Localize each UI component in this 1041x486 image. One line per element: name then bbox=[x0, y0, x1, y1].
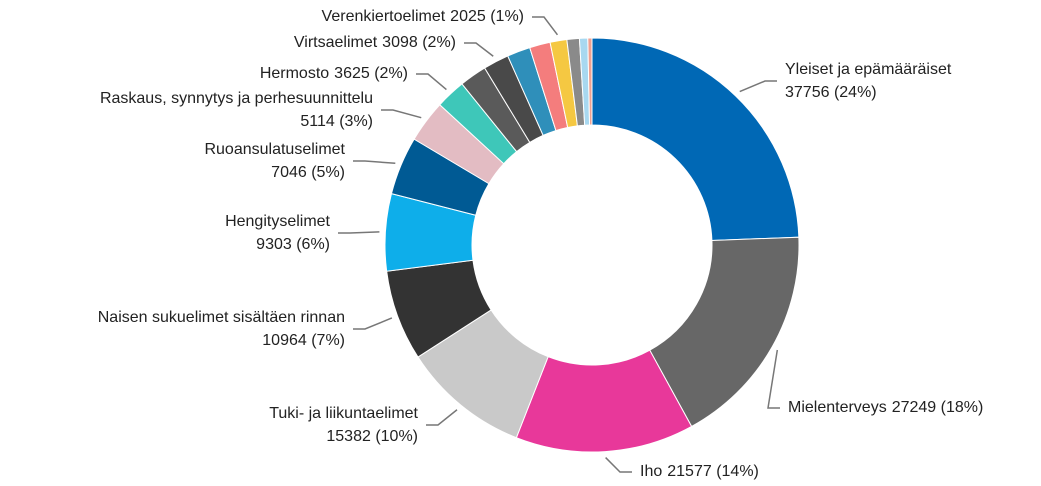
segment-value-label: 15382 (10%) bbox=[326, 428, 418, 445]
leader-line bbox=[353, 160, 396, 165]
segment-value-label: 37756 (24%) bbox=[785, 84, 877, 101]
segment-label: Naisen sukuelimet sisältäen rinnan bbox=[98, 309, 345, 326]
segment-value-label: 5114 (3%) bbox=[300, 113, 373, 130]
segment-value-label: 7046 (5%) bbox=[271, 164, 345, 181]
leader-line bbox=[426, 409, 458, 426]
segment-label: Yleiset ja epämääräiset bbox=[785, 61, 952, 78]
segment-name: Hermosto bbox=[260, 65, 329, 82]
segment-label: Iho 21577 (14%) bbox=[640, 463, 759, 480]
donut-segment bbox=[587, 37, 593, 126]
segment-name: Virtsaelimet bbox=[294, 34, 378, 51]
segment-label: Ruoansulatuselimet bbox=[204, 141, 345, 158]
leader-line bbox=[605, 457, 632, 473]
donut-segment bbox=[591, 37, 800, 241]
segment-value-label: 9303 (6%) bbox=[256, 236, 330, 253]
segment-value-label: 3625 (2%) bbox=[334, 65, 408, 82]
segment-label: Mielenterveys 27249 (18%) bbox=[788, 399, 983, 416]
leader-line bbox=[464, 42, 494, 57]
segment-label: Hengityselimet bbox=[225, 213, 330, 230]
segment-label: Raskaus, synnytys ja perhesuunnittelu bbox=[100, 90, 373, 107]
leader-line bbox=[739, 80, 777, 93]
leader-line bbox=[767, 349, 780, 409]
segment-label: Verenkiertoelimet 2025 (1%) bbox=[322, 8, 524, 25]
leader-line bbox=[338, 231, 380, 234]
leader-line bbox=[353, 317, 393, 330]
segment-value-label: 2025 (1%) bbox=[450, 8, 524, 25]
segment-value-label: 21577 (14%) bbox=[667, 463, 759, 480]
segment-label: Tuki- ja liikuntaelimet bbox=[269, 405, 418, 422]
segment-label: Hermosto 3625 (2%) bbox=[260, 65, 408, 82]
leader-line bbox=[416, 73, 447, 91]
segment-label: Virtsaelimet 3098 (2%) bbox=[294, 34, 456, 51]
segment-value-label: 3098 (2%) bbox=[382, 34, 456, 51]
leader-line bbox=[381, 109, 422, 119]
segment-name: Iho bbox=[640, 463, 662, 480]
donut-segment bbox=[649, 236, 800, 428]
segment-name: Mielenterveys bbox=[788, 399, 887, 416]
segment-name: Verenkiertoelimet bbox=[322, 8, 446, 25]
segment-value-label: 10964 (7%) bbox=[262, 332, 345, 349]
segment-value-label: 27249 (18%) bbox=[892, 399, 984, 416]
leader-line bbox=[532, 16, 559, 36]
